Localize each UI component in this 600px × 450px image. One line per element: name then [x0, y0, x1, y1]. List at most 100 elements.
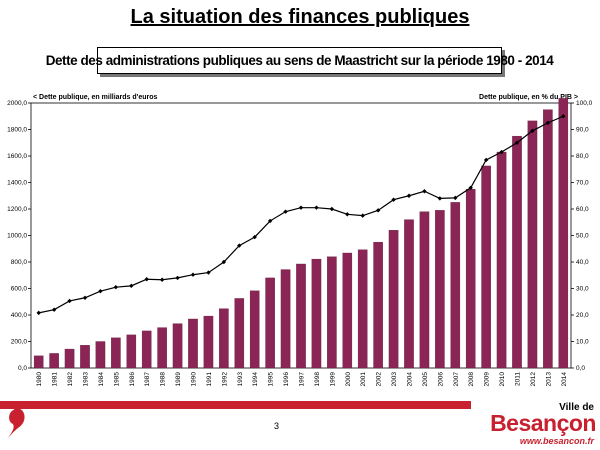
x-tick-label: 2002: [376, 372, 383, 387]
x-tick-label: 1988: [160, 372, 167, 387]
debt-gdp-point: [190, 272, 196, 277]
x-tick-label: 2010: [499, 372, 506, 387]
debt-gdp-point: [113, 284, 119, 290]
left-axis-label: < Dette publique, en milliards d'euros: [33, 94, 157, 101]
x-tick-label: 2001: [360, 372, 367, 387]
x-tick-label: 1994: [252, 372, 259, 387]
debt-bar: [419, 211, 430, 369]
x-tick-label: 2011: [515, 372, 522, 386]
debt-gdp-point: [561, 114, 566, 119]
left-tick-label: 400,0: [11, 312, 28, 319]
debt-bar: [172, 323, 183, 369]
debt-gdp-point: [437, 196, 443, 201]
debt-bar: [234, 298, 245, 369]
left-tick-label: 200,0: [11, 339, 28, 346]
debt-gdp-point: [406, 193, 412, 198]
debt-gdp-point: [530, 128, 535, 134]
debt-gdp-point: [422, 189, 427, 194]
debt-bar: [33, 355, 44, 369]
debt-gdp-point: [329, 206, 335, 212]
left-tick-label: 1400,0: [7, 180, 27, 187]
x-tick-label: 1989: [175, 372, 182, 387]
debt-bar: [373, 241, 383, 369]
debt-bar: [95, 341, 106, 369]
debt-gdp-point: [298, 205, 304, 210]
x-tick-label: 2000: [345, 372, 352, 387]
debt-bar: [357, 249, 368, 369]
logo-url: www.besancon.fr: [519, 436, 594, 446]
x-tick-label: 2003: [391, 372, 398, 387]
debt-bar: [203, 315, 214, 369]
x-tick-label: 1995: [268, 372, 275, 387]
debt-bar: [64, 348, 75, 369]
debt-gdp-point: [252, 234, 257, 240]
debt-gdp-point: [36, 310, 41, 316]
debt-gdp-point: [51, 307, 57, 312]
x-tick-label: 2014: [561, 372, 568, 387]
debt-gdp-point: [206, 270, 211, 275]
debt-gdp-point: [221, 259, 227, 265]
debt-gdp-point: [237, 243, 242, 248]
slide-title: La situation des finances publiques: [130, 6, 470, 28]
x-tick-label: 2009: [484, 372, 491, 387]
chart-title-box: Dette des administrations publiques au s…: [46, 47, 554, 74]
left-tick-label: 1000,0: [7, 233, 27, 240]
besancon-logo: Ville de Besançon www.besancon.fr: [480, 400, 598, 448]
debt-bar: [558, 98, 569, 369]
x-tick-label: 2012: [530, 372, 537, 387]
debt-bar: [496, 151, 507, 369]
debt-bar: [80, 345, 90, 369]
debt-bar: [481, 165, 491, 369]
debt-gdp-point: [483, 157, 489, 163]
chart-title: Dette des administrations publiques au s…: [45, 53, 554, 68]
x-tick-label: 1997: [299, 372, 306, 387]
debt-bar: [311, 258, 322, 369]
debt-bar: [111, 337, 121, 369]
debt-gdp-point: [468, 185, 473, 190]
right-tick-label: 40,0: [576, 259, 589, 266]
left-tick-label: 1600,0: [7, 153, 27, 160]
debt-bar: [388, 230, 399, 369]
debt-gdp-point: [453, 195, 458, 201]
debt-bar: [219, 308, 229, 369]
debt-bar: [157, 327, 167, 369]
debt-bar: [249, 290, 260, 369]
debt-gdp-point: [345, 212, 350, 217]
x-tick-label: 1984: [98, 372, 105, 387]
x-tick-label: 1981: [52, 372, 59, 387]
logo-besancon: Besançon: [490, 410, 596, 436]
x-tick-label: 1983: [83, 372, 90, 387]
x-tick-label: 1996: [283, 372, 290, 387]
right-tick-label: 70,0: [576, 180, 589, 187]
x-tick-label: 1991: [206, 372, 213, 387]
left-tick-label: 1800,0: [7, 127, 27, 134]
right-tick-label: 90,0: [576, 127, 589, 134]
footer-bar: [0, 401, 471, 409]
x-tick-label: 1999: [329, 372, 336, 387]
debt-bar: [296, 263, 306, 369]
debt-gdp-point: [129, 283, 134, 289]
debt-gdp-point: [391, 197, 396, 202]
right-tick-label: 100,0: [576, 100, 593, 107]
x-tick-label: 2013: [545, 372, 552, 387]
debt-bar: [49, 353, 59, 369]
x-tick-label: 1986: [129, 372, 136, 387]
debt-gdp-point: [375, 208, 381, 213]
debt-gdp-point: [144, 277, 149, 282]
logo-ville-de: Ville de: [559, 402, 594, 413]
debt-gdp-point: [283, 209, 288, 214]
right-axis-label: Dette publique, en % du PIB >: [479, 94, 578, 101]
x-tick-label: 2006: [437, 372, 444, 387]
x-tick-label: 1982: [67, 372, 74, 387]
x-tick-label: 2004: [407, 372, 414, 387]
right-tick-label: 20,0: [576, 312, 589, 319]
left-tick-label: 2000,0: [7, 100, 27, 107]
right-tick-label: 30,0: [576, 286, 589, 293]
debt-bar: [280, 269, 291, 369]
debt-gdp-point: [514, 140, 520, 145]
debt-bar: [512, 135, 522, 369]
debt-bar: [188, 318, 198, 369]
x-tick-label: 1990: [191, 372, 198, 387]
debt-bar: [543, 109, 553, 369]
debt-bar: [450, 202, 461, 369]
